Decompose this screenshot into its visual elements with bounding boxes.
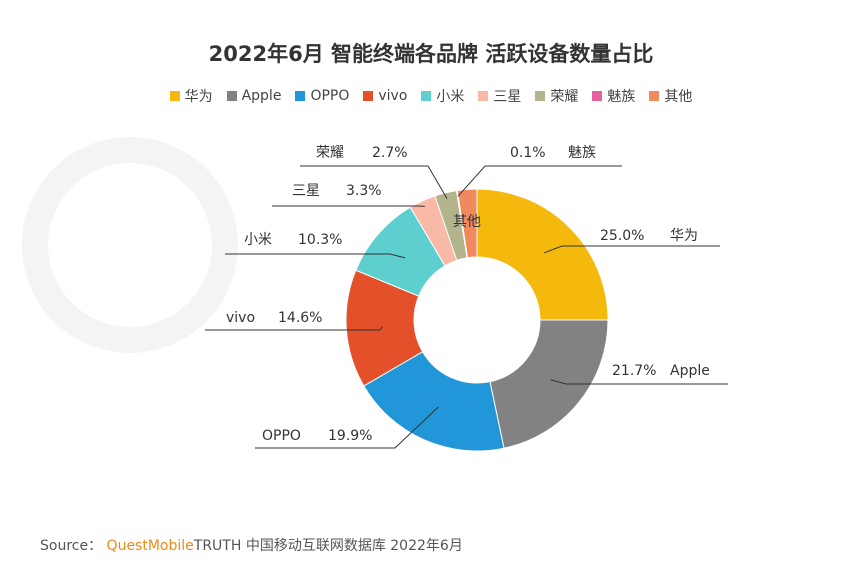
legend-item: Apple	[226, 86, 282, 106]
legend-item: 小米	[421, 86, 464, 106]
legend-label: OPPO	[310, 88, 350, 104]
legend-label: 其他	[664, 89, 693, 105]
legend-swatch	[478, 91, 489, 101]
pie-slice	[363, 351, 505, 452]
chart-title: 2022年6月 智能终端各品牌 活跃设备数量占比	[208, 42, 654, 66]
legend-swatch	[649, 91, 660, 101]
legend-label: 魅族	[607, 89, 636, 105]
legend-label: vivo	[378, 88, 408, 104]
data-label-name: Apple	[670, 363, 710, 379]
data-label-percent: 25.0%	[600, 228, 644, 244]
leader-line	[457, 165, 622, 197]
legend-swatch	[592, 91, 603, 101]
data-label-percent: 0.1%	[510, 145, 546, 161]
source-note: Source： QuestMobileTRUTH 中国移动互联网数据库 2022…	[40, 535, 463, 555]
data-label-name: vivo	[226, 310, 255, 326]
legend-item: OPPO	[295, 86, 349, 106]
data-label-name: 荣耀	[316, 145, 344, 161]
leader-line	[300, 165, 448, 199]
data-label-name: 三星	[292, 183, 320, 199]
legend-swatch	[535, 91, 546, 101]
data-label-percent: 14.6%	[278, 310, 322, 326]
data-label-percent: 2.7%	[372, 145, 408, 161]
legend-label: 华为	[184, 89, 213, 105]
source-suffix: 中国移动互联网数据库 2022年6月	[245, 538, 463, 554]
legend-swatch	[295, 91, 306, 101]
leader-line	[255, 406, 439, 449]
pie-slice	[489, 319, 609, 449]
legend-label: Apple	[241, 88, 282, 104]
leader-line	[550, 379, 728, 385]
watermark-ring	[22, 137, 238, 353]
pie-slice	[476, 188, 609, 321]
source-brand-truth: TRUTH	[193, 538, 242, 554]
leader-line	[543, 245, 720, 254]
legend-item: 三星	[478, 86, 521, 106]
data-label-percent: 3.3%	[346, 183, 382, 199]
legend-label: 小米	[436, 89, 465, 105]
data-label-percent: 21.7%	[612, 363, 656, 379]
legend-swatch	[421, 91, 432, 101]
legend-label: 荣耀	[550, 89, 579, 105]
data-label-percent: 19.9%	[328, 428, 372, 444]
legend-swatch	[169, 91, 180, 101]
legend-item: 华为	[169, 86, 213, 106]
source-brand-questmobile: QuestMobile	[106, 538, 194, 554]
legend-item: 荣耀	[535, 86, 578, 106]
legend-item: 魅族	[592, 86, 635, 106]
legend-swatch	[226, 91, 237, 101]
data-label-other: 其他	[453, 214, 481, 230]
data-label-name: OPPO	[262, 428, 301, 444]
legend-item: 其他	[649, 86, 692, 106]
leader-line	[205, 326, 383, 331]
data-label-name: 魅族	[568, 145, 596, 161]
data-label-name: 华为	[670, 228, 698, 244]
source-prefix: Source：	[40, 538, 103, 554]
data-label-name: 小米	[244, 232, 272, 248]
legend-item: vivo	[363, 86, 407, 106]
data-label-percent: 10.3%	[298, 232, 342, 248]
legend-swatch	[363, 91, 374, 101]
chart-legend: 华为 Apple OPPO vivo 小米 三星 荣耀 魅族 其他	[0, 86, 862, 106]
legend-label: 三星	[493, 89, 522, 105]
leader-line	[225, 253, 406, 259]
